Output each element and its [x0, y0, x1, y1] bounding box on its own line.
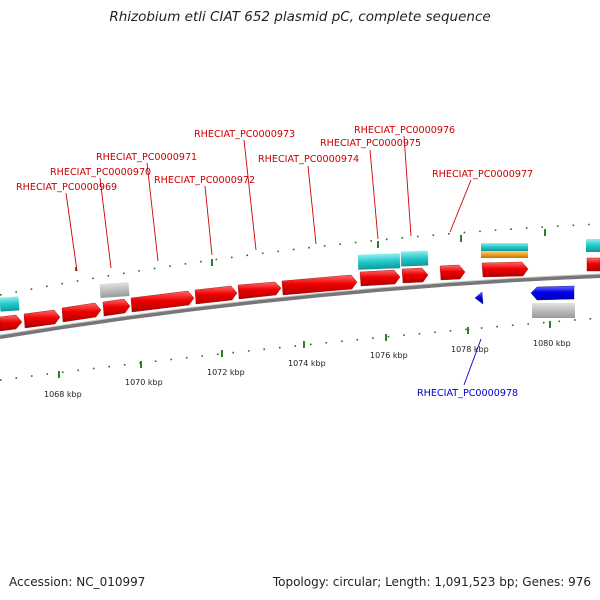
label-leaders — [65, 135, 482, 386]
gene-arrow — [194, 285, 238, 305]
gene-arrow — [61, 302, 102, 323]
gene-arrow — [359, 269, 401, 287]
tick-label: 1070 kbp — [125, 378, 163, 387]
sequence-backbone — [0, 274, 600, 339]
gene-arrow — [530, 285, 575, 301]
gene-arrow — [481, 261, 529, 278]
gene-label[interactable]: RHECIAT_PC0000976 — [354, 125, 455, 136]
sequence-summary: Topology: circular; Length: 1,091,523 bp… — [272, 575, 591, 589]
tick-label: 1076 kbp — [370, 351, 408, 360]
feature-cyan — [586, 239, 600, 252]
gene-arrow — [102, 298, 131, 317]
gene-arrow — [130, 290, 195, 313]
feature-gray — [532, 303, 575, 318]
gene-label[interactable]: RHECIAT_PC0000975 — [320, 138, 421, 149]
feature-gray — [99, 282, 130, 299]
feature-cyan — [0, 296, 20, 312]
gene-arrow — [401, 267, 429, 284]
gene-arrow — [281, 274, 358, 296]
gene-label[interactable]: RHECIAT_PC0000969 — [16, 182, 117, 193]
tick-label: 1080 kbp — [533, 339, 571, 348]
forward-genes — [0, 257, 600, 332]
gene-arrow — [439, 264, 466, 281]
map-title: Rhizobium etli CIAT 652 plasmid pC, comp… — [109, 9, 491, 25]
feature-cyan — [481, 243, 528, 251]
gene-arrow — [237, 281, 282, 300]
tick-label: 1072 kbp — [207, 368, 245, 377]
gene-arrow — [0, 314, 23, 332]
gene-label[interactable]: RHECIAT_PC0000974 — [258, 154, 359, 165]
gene-arrow — [586, 257, 600, 272]
gene-label[interactable]: RHECIAT_PC0000973 — [194, 129, 295, 140]
gene-labels: RHECIAT_PC0000969 RHECIAT_PC0000970 RHEC… — [16, 125, 533, 399]
major-ticks-inner — [58, 321, 551, 378]
gene-label[interactable]: RHECIAT_PC0000977 — [432, 169, 533, 180]
feature-track — [0, 239, 600, 318]
gene-label[interactable]: RHECIAT_PC0000971 — [96, 152, 197, 163]
tick-label: 1068 kbp — [44, 390, 82, 399]
tick-label: 1078 kbp — [451, 345, 489, 354]
feature-cyan — [400, 250, 429, 267]
tick-labels: 1068 kbp 1070 kbp 1072 kbp 1074 kbp 1076… — [44, 339, 571, 399]
gene-label[interactable]: RHECIAT_PC0000978 — [417, 388, 518, 399]
feature-orange — [481, 251, 528, 258]
tick-label: 1074 kbp — [288, 359, 326, 368]
feature-cyan — [357, 253, 401, 270]
inner-dotted-arc — [0, 317, 600, 381]
gene-arrow — [23, 309, 61, 329]
gene-label[interactable]: RHECIAT_PC0000972 — [154, 175, 255, 186]
reverse-genes — [474, 285, 575, 305]
gene-arrow — [474, 291, 484, 305]
major-ticks-outer — [75, 229, 546, 271]
accession-text: Accession: NC_010997 — [9, 575, 146, 589]
gene-label[interactable]: RHECIAT_PC0000970 — [50, 167, 151, 178]
